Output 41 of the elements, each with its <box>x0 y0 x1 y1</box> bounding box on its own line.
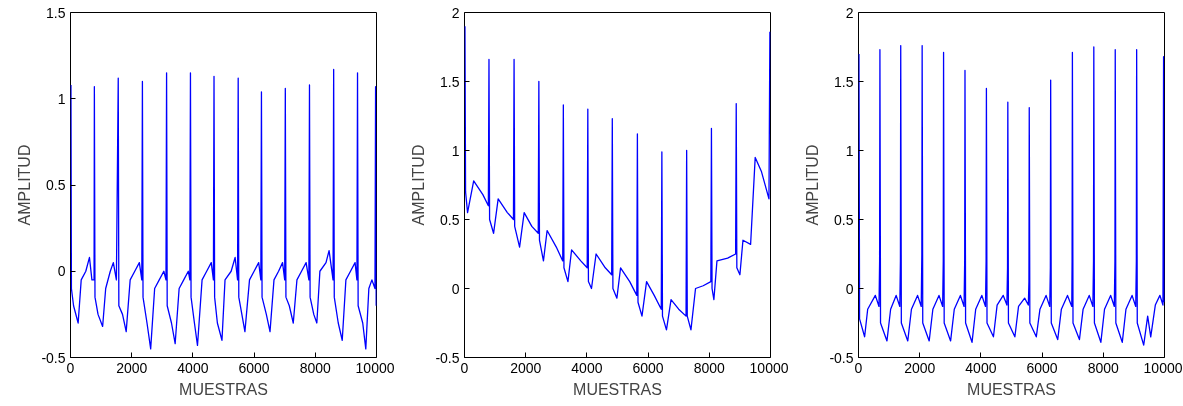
y-tick-label: 0 <box>845 280 854 297</box>
line-series <box>70 68 377 350</box>
y-tick-label: -0.5 <box>41 349 66 366</box>
y-tick-label: 1.5 <box>46 4 66 21</box>
y-tick-label: 0 <box>451 280 460 297</box>
y-tick-label: 0.5 <box>46 177 66 193</box>
line-series <box>858 44 1165 346</box>
x-tick-label: 4000 <box>965 359 997 376</box>
x-tick-label: 8000 <box>1087 359 1120 376</box>
x-axis-title: MUESTRAS <box>573 380 662 398</box>
y-tick-label: 1 <box>57 90 66 107</box>
x-tick-label: 10000 <box>749 359 789 376</box>
x-tick-label: 2000 <box>510 359 542 376</box>
line-series <box>464 25 771 331</box>
y-tick-label: 1 <box>845 142 854 159</box>
x-tick-label: 10000 <box>355 359 395 376</box>
y-tick-label: 0.5 <box>440 211 460 228</box>
x-tick-label: 2000 <box>904 359 936 376</box>
x-tick-label: 2000 <box>116 359 148 376</box>
y-tick-label: 0 <box>57 263 66 280</box>
y-tick-label: 1.5 <box>440 73 460 90</box>
y-axis-title: AMPLITUD <box>16 144 34 226</box>
y-tick-label: 1 <box>451 142 460 159</box>
x-tick-label: 6000 <box>1026 359 1058 376</box>
y-tick-label: -0.5 <box>435 349 460 366</box>
y-tick-label: 1.5 <box>834 73 854 90</box>
x-tick-label: 6000 <box>632 359 664 376</box>
y-axis-title: AMPLITUD <box>804 144 822 226</box>
y-tick-label: 2 <box>845 4 854 21</box>
y-axis-title: AMPLITUD <box>410 144 428 226</box>
y-tick-label: 0.5 <box>834 211 854 228</box>
x-tick-label: 4000 <box>177 359 209 376</box>
x-tick-label: 6000 <box>238 359 270 376</box>
x-tick-label: 8000 <box>693 359 726 376</box>
x-axis-title: MUESTRAS <box>179 380 268 398</box>
x-tick-label: 4000 <box>571 359 603 376</box>
x-tick-label: 8000 <box>299 359 332 376</box>
x-tick-label: 10000 <box>1143 359 1183 376</box>
x-axis-title: MUESTRAS <box>967 380 1056 398</box>
y-tick-label: 2 <box>451 4 460 21</box>
y-tick-label: -0.5 <box>829 349 854 366</box>
